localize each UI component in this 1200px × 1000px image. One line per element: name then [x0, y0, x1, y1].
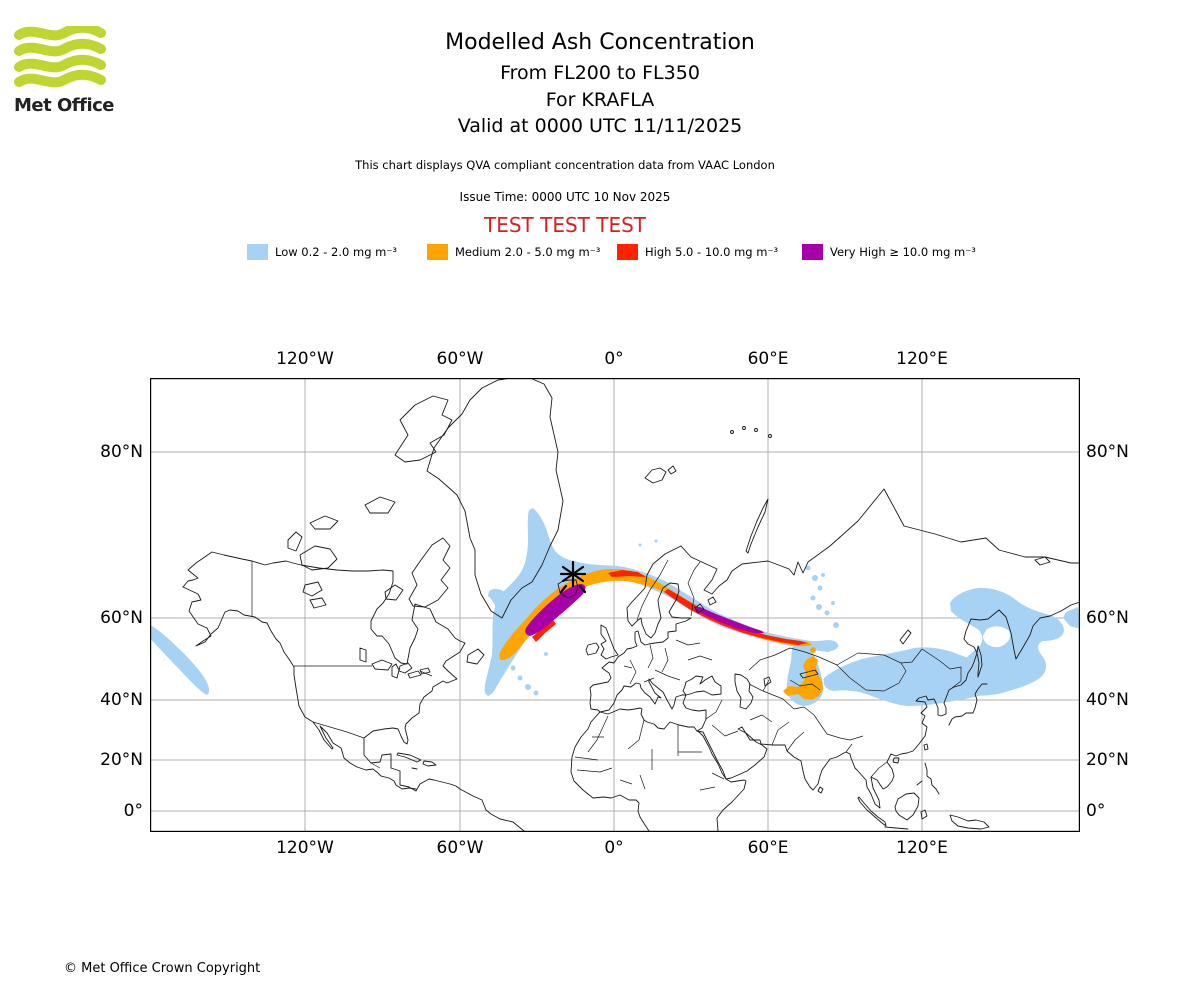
x-tick-top-60e: 60°E — [747, 349, 789, 369]
subtitle-flight-levels: From FL200 to FL350 — [500, 62, 700, 84]
country-borders — [251, 559, 962, 791]
coastlines — [182, 378, 1080, 832]
x-tick-top-0: 0° — [604, 349, 624, 369]
coast-caspian-aral — [694, 596, 912, 710]
legend-label-medium: Medium 2.0 - 5.0 mg m⁻³ — [455, 245, 601, 259]
y-tick-left-0: 0° — [123, 801, 143, 821]
x-tick-bottom-60w: 60°W — [436, 838, 484, 858]
ash-plume-low — [150, 508, 1080, 706]
coast-british-isles — [585, 624, 619, 660]
met-office-logo-waves-icon — [14, 22, 106, 88]
border-himalaya — [786, 714, 864, 752]
coast-caribbean — [396, 752, 437, 770]
border-southeast-asia — [845, 743, 888, 778]
x-tick-top-120w: 120°W — [276, 349, 334, 369]
copyright-notice: © Met Office Crown Copyright — [64, 961, 261, 976]
legend-swatch-low — [247, 244, 268, 260]
y-tick-right-0: 0° — [1086, 801, 1106, 821]
y-tick-left-80n: 80°N — [100, 442, 143, 462]
x-tick-top-120e: 120°E — [896, 349, 948, 369]
y-tick-left-20n: 20°N — [100, 750, 143, 770]
y-tick-left-40n: 40°N — [100, 690, 143, 710]
legend-item-medium: Medium 2.0 - 5.0 mg m⁻³ — [427, 244, 600, 260]
border-russia-south — [748, 647, 962, 689]
volcano-marker-icon — [559, 560, 587, 594]
met-office-logo-text: Met Office — [14, 95, 115, 116]
legend-label-very-high: Very High ≥ 10.0 mg m⁻³ — [830, 245, 976, 259]
y-tick-left-60n: 60°N — [100, 608, 143, 628]
subtitle-valid-time: Valid at 0000 UTC 11/11/2025 — [457, 115, 743, 137]
graticule-gridlines — [150, 378, 1080, 832]
coast-black-sea — [682, 675, 722, 696]
coast-europe-mediterranean — [589, 617, 707, 732]
y-tick-right-60n: 60°N — [1086, 608, 1129, 628]
x-tick-bottom-120e: 120°E — [896, 838, 948, 858]
coast-east-asia-islands — [817, 645, 990, 830]
x-tick-top-60w: 60°W — [436, 349, 484, 369]
qva-caption: This chart displays QVA compliant concen… — [355, 158, 775, 172]
border-europe — [623, 639, 713, 685]
legend-item-high: High 5.0 - 10.0 mg m⁻³ — [617, 244, 778, 260]
legend-swatch-medium — [427, 244, 448, 260]
coast-north-america-west — [182, 586, 417, 790]
coast-scandinavia — [626, 545, 692, 639]
border-middle-east — [705, 699, 790, 746]
map-frame — [150, 378, 1080, 832]
subtitle-volcano: For KRAFLA — [545, 89, 655, 111]
legend-item-very-high: Very High ≥ 10.0 mg m⁻³ — [802, 244, 976, 260]
border-us-canada — [294, 665, 433, 677]
border-finland-russia — [687, 561, 701, 617]
coast-arctic-russia — [680, 488, 1080, 595]
test-banner: TEST TEST TEST — [483, 213, 646, 237]
legend-swatch-high — [617, 244, 638, 260]
ash-plume-swirl-hole — [983, 626, 1010, 648]
legend-label-high: High 5.0 - 10.0 mg m⁻³ — [645, 245, 779, 259]
legend-item-low: Low 0.2 - 2.0 mg m⁻³ — [247, 244, 397, 260]
issue-time: Issue Time: 0000 UTC 10 Nov 2025 — [459, 190, 671, 204]
border-africa — [574, 715, 725, 791]
page-title: Modelled Ash Concentration — [445, 30, 755, 55]
ash-plume-low-specks — [510, 539, 839, 696]
coast-arctic-islands — [287, 395, 485, 665]
ash-plume-medium — [499, 569, 823, 700]
border-mongolia — [836, 662, 907, 692]
coast-north-america-east — [182, 551, 525, 832]
y-tick-right-80n: 80°N — [1086, 442, 1129, 462]
y-tick-right-20n: 20°N — [1086, 750, 1129, 770]
met-office-logo: Met Office — [14, 22, 115, 116]
x-tick-bottom-60e: 60°E — [747, 838, 789, 858]
x-tick-bottom-120w: 120°W — [276, 838, 334, 858]
coast-asia-south-east — [696, 601, 1080, 809]
y-tick-right-40n: 40°N — [1086, 690, 1129, 710]
world-map — [150, 378, 1080, 832]
legend-label-low: Low 0.2 - 2.0 mg m⁻³ — [275, 245, 398, 259]
coast-great-lakes — [302, 581, 431, 679]
border-norway-sweden — [636, 559, 669, 621]
x-tick-bottom-0: 0° — [604, 838, 624, 858]
franz-josef-dots — [730, 426, 772, 438]
coast-africa — [570, 707, 747, 832]
legend-swatch-very-high — [802, 244, 823, 260]
border-central-asia — [748, 679, 821, 716]
border-us-mexico — [312, 721, 381, 769]
coast-arctic-islands-eurasia — [644, 465, 1051, 566]
